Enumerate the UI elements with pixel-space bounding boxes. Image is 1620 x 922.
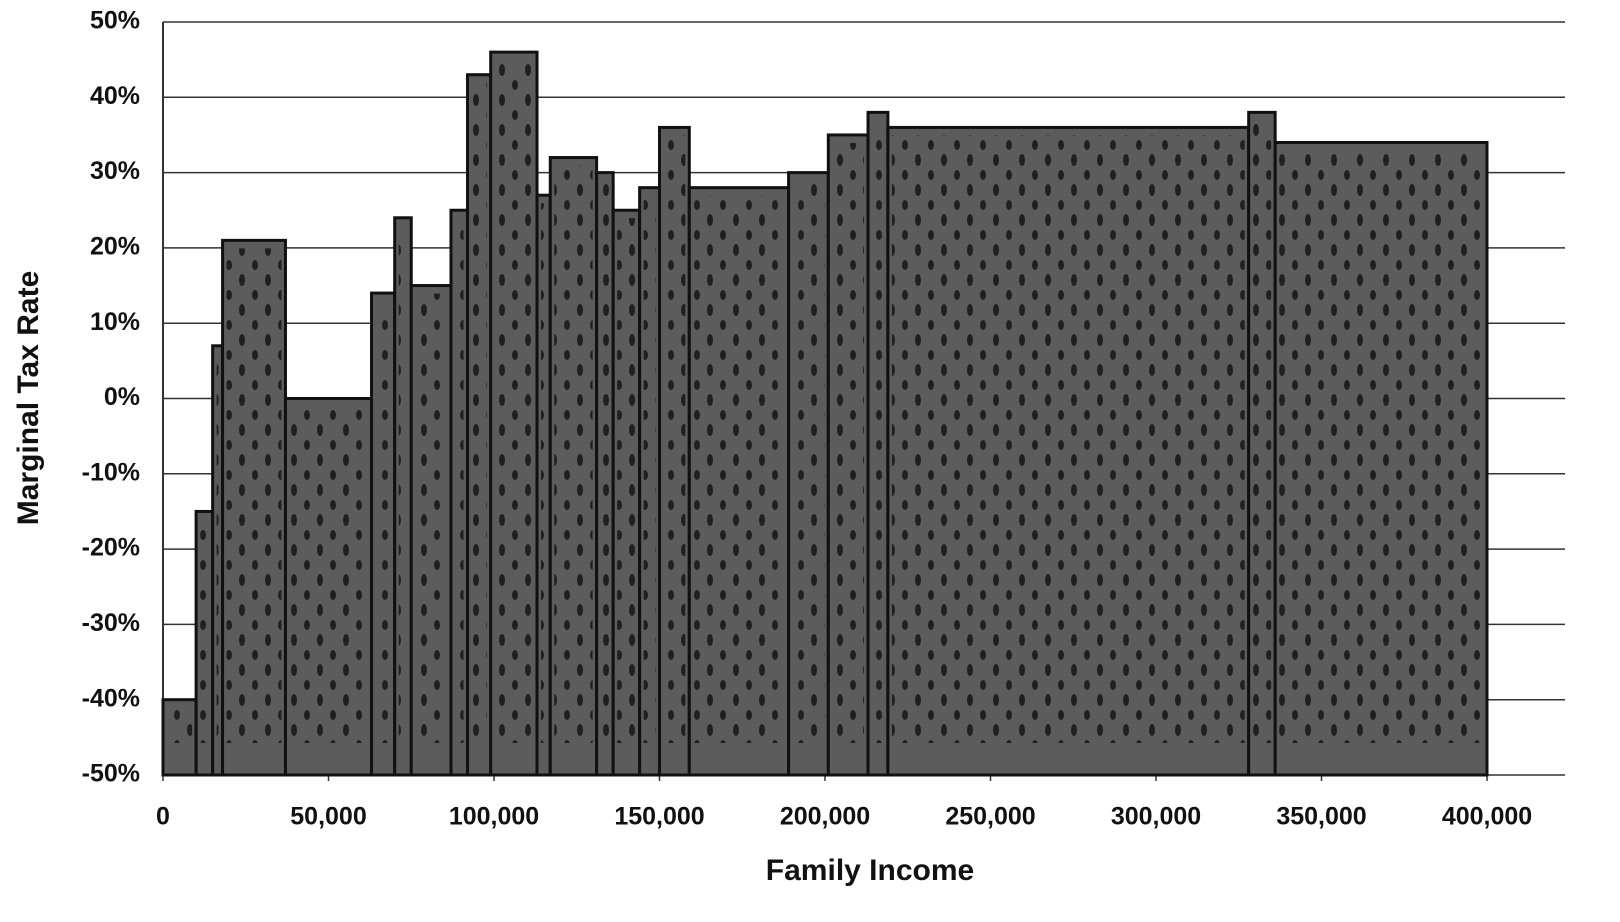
x-tick-label: 350,000: [1276, 803, 1366, 831]
building: [611, 208, 642, 777]
building: [826, 133, 870, 777]
building: [449, 208, 470, 777]
x-axis-title: Family Income: [766, 854, 974, 887]
y-tick-label: 50%: [90, 7, 140, 35]
windows: [226, 248, 282, 743]
building: [638, 186, 662, 777]
windows: [1279, 150, 1483, 744]
building: [489, 50, 539, 777]
y-tick-label: 10%: [90, 308, 140, 336]
building: [548, 156, 599, 777]
building: [283, 397, 374, 777]
building: [194, 509, 215, 777]
x-tick-label: 250,000: [945, 803, 1035, 831]
building: [595, 171, 615, 777]
windows: [663, 135, 686, 744]
y-tick-label: -40%: [82, 684, 140, 712]
building: [535, 193, 552, 777]
y-tick-label: -50%: [82, 760, 140, 788]
x-tick-label: 100,000: [449, 803, 539, 831]
windows: [200, 519, 209, 743]
windows: [415, 293, 447, 743]
windows: [554, 165, 593, 744]
x-tick-label: 0: [156, 803, 170, 831]
windows: [617, 218, 636, 743]
building: [393, 216, 413, 777]
building: [886, 125, 1251, 777]
building: [866, 110, 890, 777]
x-tick-label: 300,000: [1111, 803, 1201, 831]
building: [1273, 140, 1489, 777]
building: [787, 171, 830, 777]
windows: [471, 82, 487, 743]
y-tick-label: 40%: [90, 82, 140, 110]
windows: [792, 180, 825, 744]
y-tick-label: -30%: [82, 609, 140, 637]
windows: [398, 225, 408, 743]
y-tick-label: 30%: [90, 157, 140, 185]
x-tick-label: 150,000: [614, 803, 704, 831]
windows: [693, 195, 785, 743]
building: [1247, 110, 1277, 777]
building: [687, 186, 791, 777]
windows: [375, 301, 391, 743]
x-tick-label: 50,000: [290, 803, 366, 831]
x-tick-label: 400,000: [1442, 803, 1532, 831]
windows: [643, 195, 656, 743]
windows: [216, 353, 219, 743]
building: [221, 238, 287, 777]
building: [466, 73, 493, 777]
building: [370, 291, 397, 777]
y-tick-label: 20%: [90, 233, 140, 261]
building: [658, 125, 691, 777]
x-tick-label: 200,000: [780, 803, 870, 831]
y-axis-title: Marginal Tax Rate: [12, 271, 45, 526]
windows: [1252, 120, 1272, 744]
y-tick-label: -10%: [82, 458, 140, 486]
building: [161, 698, 198, 777]
windows: [167, 707, 193, 743]
windows: [454, 218, 464, 743]
building: [409, 284, 453, 777]
windows: [541, 203, 547, 743]
windows: [289, 406, 368, 743]
windows: [494, 60, 534, 744]
windows: [600, 180, 610, 744]
windows: [872, 120, 884, 744]
y-tick-label: -20%: [82, 534, 140, 562]
y-tick-label: 0%: [104, 383, 140, 411]
windows: [832, 142, 865, 743]
windows: [891, 135, 1245, 744]
